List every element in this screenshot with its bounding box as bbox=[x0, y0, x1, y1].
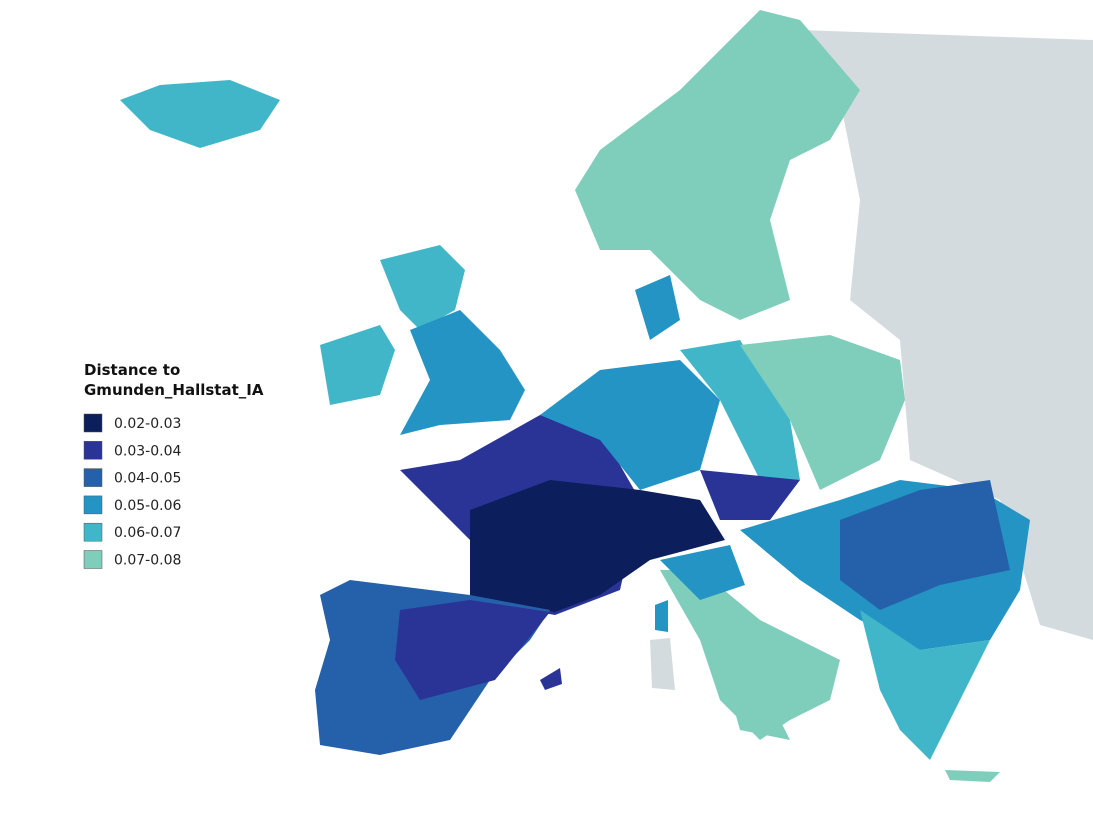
regions bbox=[120, 10, 1093, 782]
region bbox=[840, 480, 1010, 610]
region bbox=[400, 310, 525, 435]
legend-items: 0.02-0.03 0.03-0.04 0.04-0.05 0.05-0.06 0.06… bbox=[83, 413, 181, 569]
region bbox=[120, 80, 280, 148]
legend-swatch bbox=[83, 495, 103, 515]
legend-label: 0.03-0.04 bbox=[114, 443, 181, 459]
legend-label: 0.06-0.07 bbox=[114, 525, 181, 541]
region bbox=[700, 470, 800, 520]
legend-title: Distance to bbox=[84, 361, 180, 379]
region bbox=[650, 638, 675, 690]
legend-swatch bbox=[83, 413, 103, 433]
region bbox=[945, 770, 1000, 782]
legend-swatch bbox=[83, 468, 103, 487]
region bbox=[660, 570, 840, 740]
region bbox=[540, 360, 720, 490]
region bbox=[655, 600, 668, 632]
legend-label: 0.05-0.06 bbox=[114, 498, 181, 514]
legend-label: 0.04-0.05 bbox=[114, 471, 181, 487]
legend: Distance to Gmunden_Hallstat_IA 0.02-0.0… bbox=[83, 361, 264, 569]
region bbox=[395, 600, 550, 700]
region bbox=[660, 545, 745, 600]
region bbox=[680, 340, 800, 480]
region bbox=[740, 335, 905, 490]
region bbox=[635, 275, 680, 340]
region bbox=[540, 668, 562, 690]
region bbox=[735, 712, 790, 740]
region bbox=[470, 480, 725, 612]
legend-swatch bbox=[83, 550, 103, 569]
region bbox=[320, 325, 395, 405]
region bbox=[575, 10, 860, 320]
region bbox=[380, 245, 465, 330]
legend-label: 0.02-0.03 bbox=[114, 416, 181, 432]
legend-swatch bbox=[83, 522, 103, 542]
legend-title: Gmunden_Hallstat_IA bbox=[84, 381, 264, 399]
legend-label: 0.07-0.08 bbox=[114, 553, 181, 569]
legend-swatch bbox=[83, 441, 103, 460]
region bbox=[860, 610, 990, 760]
region bbox=[800, 30, 1093, 640]
